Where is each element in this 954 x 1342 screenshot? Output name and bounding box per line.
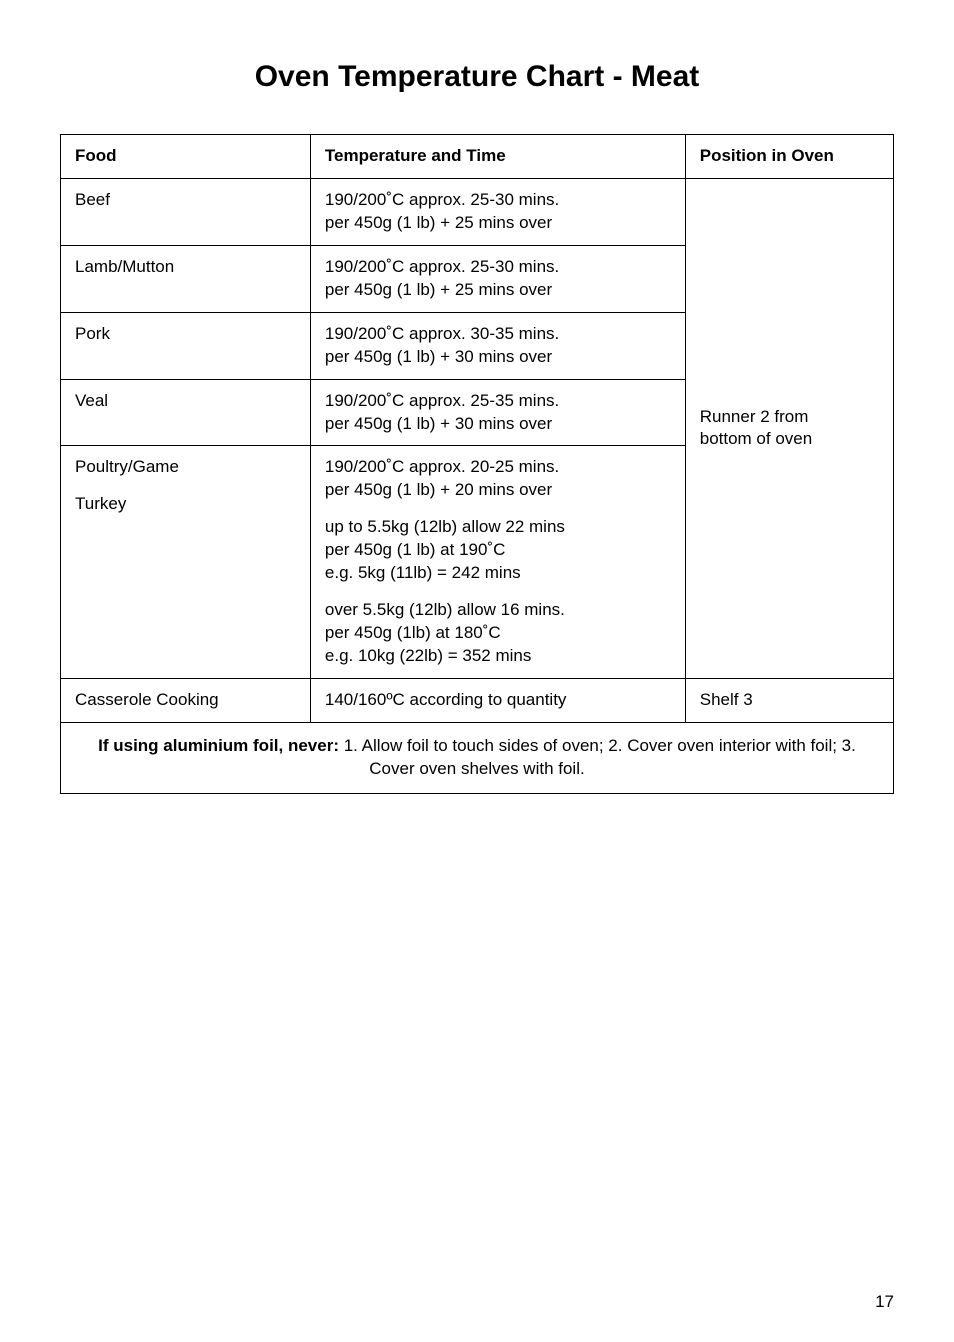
footnote-rest: 1. Allow foil to touch sides of oven; 2.…: [339, 736, 856, 778]
food-cell: Veal: [61, 379, 311, 446]
table-footnote-row: If using aluminium foil, never: 1. Allow…: [61, 722, 894, 793]
temp-text: up to 5.5kg (12lb) allow 22 minsper 450g…: [325, 516, 671, 585]
food-label: Turkey: [75, 493, 296, 516]
meat-chart-table: Food Temperature and Time Position in Ov…: [60, 134, 894, 794]
table-row: Beef 190/200˚C approx. 25-30 mins.per 45…: [61, 178, 894, 245]
header-temp: Temperature and Time: [310, 135, 685, 179]
temp-cell: 140/160ºC according to quantity: [310, 678, 685, 722]
position-cell: Shelf 3: [685, 678, 893, 722]
temp-cell: 190/200˚C approx. 25-35 mins.per 450g (1…: [310, 379, 685, 446]
footnote-bold: If using aluminium foil, never:: [98, 736, 339, 755]
food-cell: Beef: [61, 178, 311, 245]
position-cell-merged: Runner 2 frombottom of oven: [685, 178, 893, 678]
footnote-cell: If using aluminium foil, never: 1. Allow…: [61, 722, 894, 793]
food-cell: Lamb/Mutton: [61, 245, 311, 312]
food-cell: Casserole Cooking: [61, 678, 311, 722]
temp-cell: 190/200˚C approx. 25-30 mins.per 450g (1…: [310, 245, 685, 312]
temp-cell: 190/200˚C approx. 20-25 mins.per 450g (1…: [310, 446, 685, 679]
table-header-row: Food Temperature and Time Position in Ov…: [61, 135, 894, 179]
temp-text: over 5.5kg (12lb) allow 16 mins.per 450g…: [325, 599, 671, 668]
food-cell: Poultry/Game Turkey: [61, 446, 311, 679]
page-title: Oven Temperature Chart - Meat: [60, 60, 894, 94]
temp-cell: 190/200˚C approx. 25-30 mins.per 450g (1…: [310, 178, 685, 245]
food-cell: Pork: [61, 312, 311, 379]
header-position: Position in Oven: [685, 135, 893, 179]
page-number: 17: [875, 1292, 894, 1312]
food-label: Poultry/Game: [75, 456, 296, 479]
temp-text: 190/200˚C approx. 20-25 mins.per 450g (1…: [325, 456, 671, 502]
header-food: Food: [61, 135, 311, 179]
temp-cell: 190/200˚C approx. 30-35 mins.per 450g (1…: [310, 312, 685, 379]
table-row: Casserole Cooking 140/160ºC according to…: [61, 678, 894, 722]
